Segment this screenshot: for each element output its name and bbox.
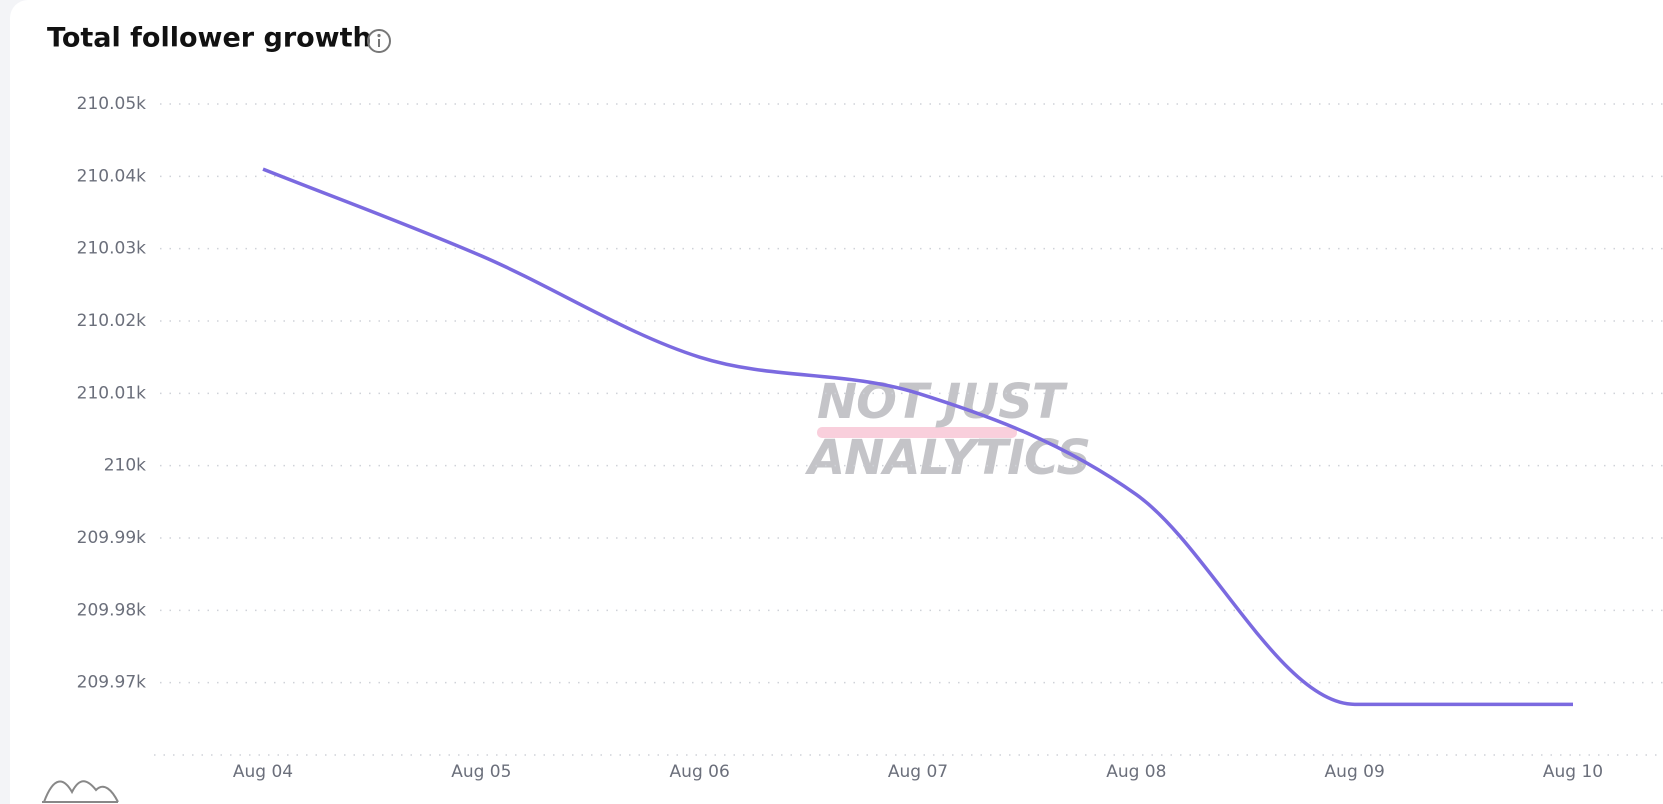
y-tick-label: 210.01k [77, 383, 146, 403]
chart-title: Total follower growth [47, 23, 372, 54]
chart-type-icon[interactable] [42, 780, 119, 803]
y-tick-label: 210.03k [77, 239, 146, 259]
info-icon[interactable] [367, 29, 391, 53]
y-tick-label: 210.02k [77, 311, 146, 331]
y-tick-label: 209.97k [77, 673, 146, 693]
y-tick-label: 210.05k [77, 94, 146, 114]
card [10, 0, 1663, 804]
x-tick-label: Aug 05 [451, 762, 511, 782]
line-series [262, 167, 1573, 707]
x-tick-label: Aug 08 [1106, 762, 1166, 782]
x-tick-label: Aug 10 [1543, 762, 1603, 782]
watermark-text: ANALYTICS [804, 430, 1090, 486]
y-tick-label: 209.99k [77, 528, 146, 548]
y-tick-label: 210k [104, 456, 146, 476]
watermark-bar [817, 427, 1017, 438]
x-tick-label: Aug 06 [670, 762, 730, 782]
x-tick-label: Aug 04 [233, 762, 293, 782]
x-tick-label: Aug 07 [888, 762, 948, 782]
y-tick-label: 210.04k [77, 166, 146, 186]
x-tick-label: Aug 09 [1325, 762, 1385, 782]
y-tick-label: 209.98k [77, 600, 146, 620]
